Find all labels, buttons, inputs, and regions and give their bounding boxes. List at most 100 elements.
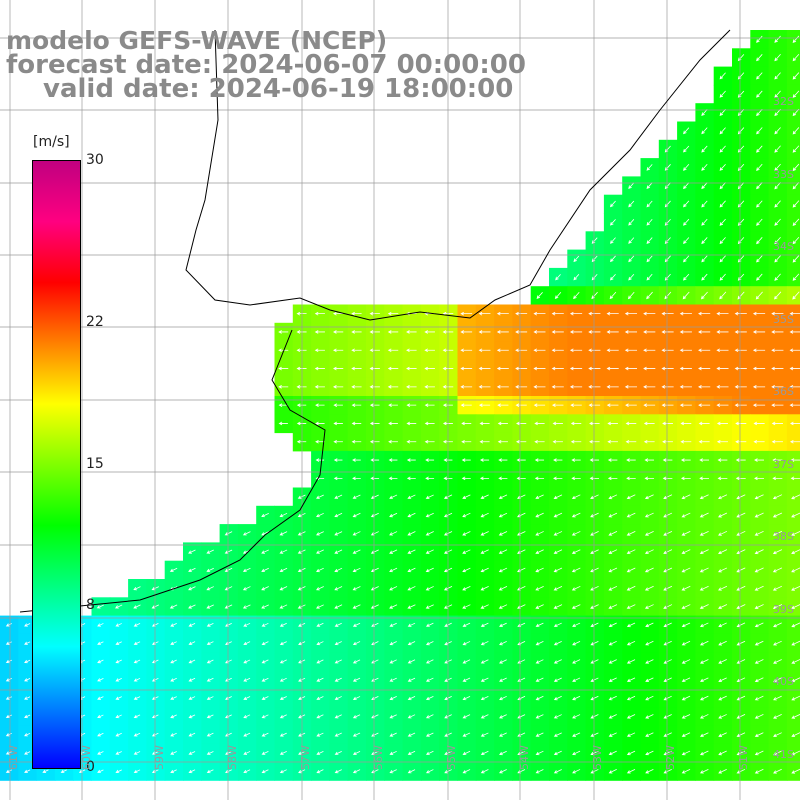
wind-arrow [389,622,397,627]
wind-arrow [553,567,563,573]
wind-arrow [716,348,729,353]
wind-arrow [588,366,601,371]
wind-arrow [719,273,726,281]
wind-arrow [683,200,690,208]
wind-arrow [570,403,582,407]
wind-arrow [406,421,417,426]
wind-arrow [97,659,104,664]
wind-arrow [406,366,417,371]
wind-arrow [552,439,563,444]
colorbar-tick-label: 22 [86,313,104,330]
wind-arrow [42,769,49,773]
longitude-label: 58W [226,745,239,770]
wind-arrow [243,751,251,755]
wind-arrow [792,90,800,98]
wind-arrow [462,769,471,774]
wind-arrow [279,732,287,737]
wind-arrow [425,750,434,756]
wind-arrow [716,330,729,334]
wind-arrow [571,476,581,481]
longitude-label: 52W [664,745,677,770]
wind-arrow [552,421,563,426]
wind-arrow [681,732,691,737]
wind-arrow [683,255,690,263]
wind-arrow [316,586,324,591]
wind-arrow [756,200,763,208]
wind-arrow [718,677,727,683]
wind-arrow [700,291,708,300]
wind-arrow [679,348,692,353]
wind-arrow [224,604,233,609]
wind-arrow [699,476,710,481]
wind-arrow [407,714,416,719]
wind-arrow [719,237,726,245]
wind-arrow [115,751,122,755]
wind-arrow [261,549,269,554]
wind-arrow [680,439,692,444]
wind-arrow [699,567,709,573]
wind-arrow [572,769,581,774]
wind-arrow [352,531,361,536]
wind-arrow [206,769,214,774]
wind-arrow [718,622,727,628]
wind-arrow [24,732,31,737]
wind-arrow [699,585,709,591]
wind-arrow [389,677,397,682]
wind-arrow [388,476,398,481]
wind-arrow [389,641,397,646]
wind-arrow [626,769,636,774]
wind-arrow [680,476,691,481]
wind-arrow [425,677,434,682]
wind-arrow [206,604,214,609]
wind-arrow [314,366,325,371]
wind-arrow [609,291,617,300]
wind-arrow [590,769,599,774]
wind-arrow [170,641,177,645]
wind-arrow [516,421,527,426]
wind-arrow [589,439,600,444]
wind-arrow [754,549,764,555]
colorbar-tick-label: 0 [86,759,95,775]
wind-arrow [351,348,362,353]
wind-arrow [206,586,214,591]
wind-arrow [5,641,12,645]
wind-arrow [754,714,764,719]
wind-arrow [555,274,561,281]
wind-arrow [624,348,638,353]
wind-arrow [756,145,763,153]
wind-arrow [406,403,417,407]
wind-arrow [754,640,764,646]
wind-arrow [644,458,655,462]
wind-cell [786,267,800,287]
wind-arrow [97,641,104,645]
wind-arrow [588,311,601,316]
wind-arrow [515,385,528,389]
wind-arrow [334,677,342,682]
wind-arrow [425,512,434,518]
wind-arrow [609,273,616,281]
wind-arrow [718,494,728,500]
wind-arrow [569,385,583,389]
wind-cell [786,249,800,269]
wind-arrow [351,330,362,334]
wind-arrow [752,348,766,353]
wind-arrow [462,714,471,719]
wind-arrow [462,732,471,737]
wind-arrow [645,659,654,664]
wind-arrow [661,348,674,353]
wind-arrow [170,751,177,755]
wind-arrow [462,531,471,536]
wind-arrow [243,641,251,646]
wind-arrow [626,659,636,664]
wind-arrow [716,403,729,407]
wind-arrow [645,622,654,628]
wind-arrow [626,549,636,554]
wind-arrow [551,385,564,389]
wind-arrow [389,531,398,536]
wind-arrow [334,732,342,737]
wind-arrow [754,585,764,591]
wind-arrow [646,273,653,281]
wind-arrow [774,72,781,80]
wind-arrow [533,330,546,334]
